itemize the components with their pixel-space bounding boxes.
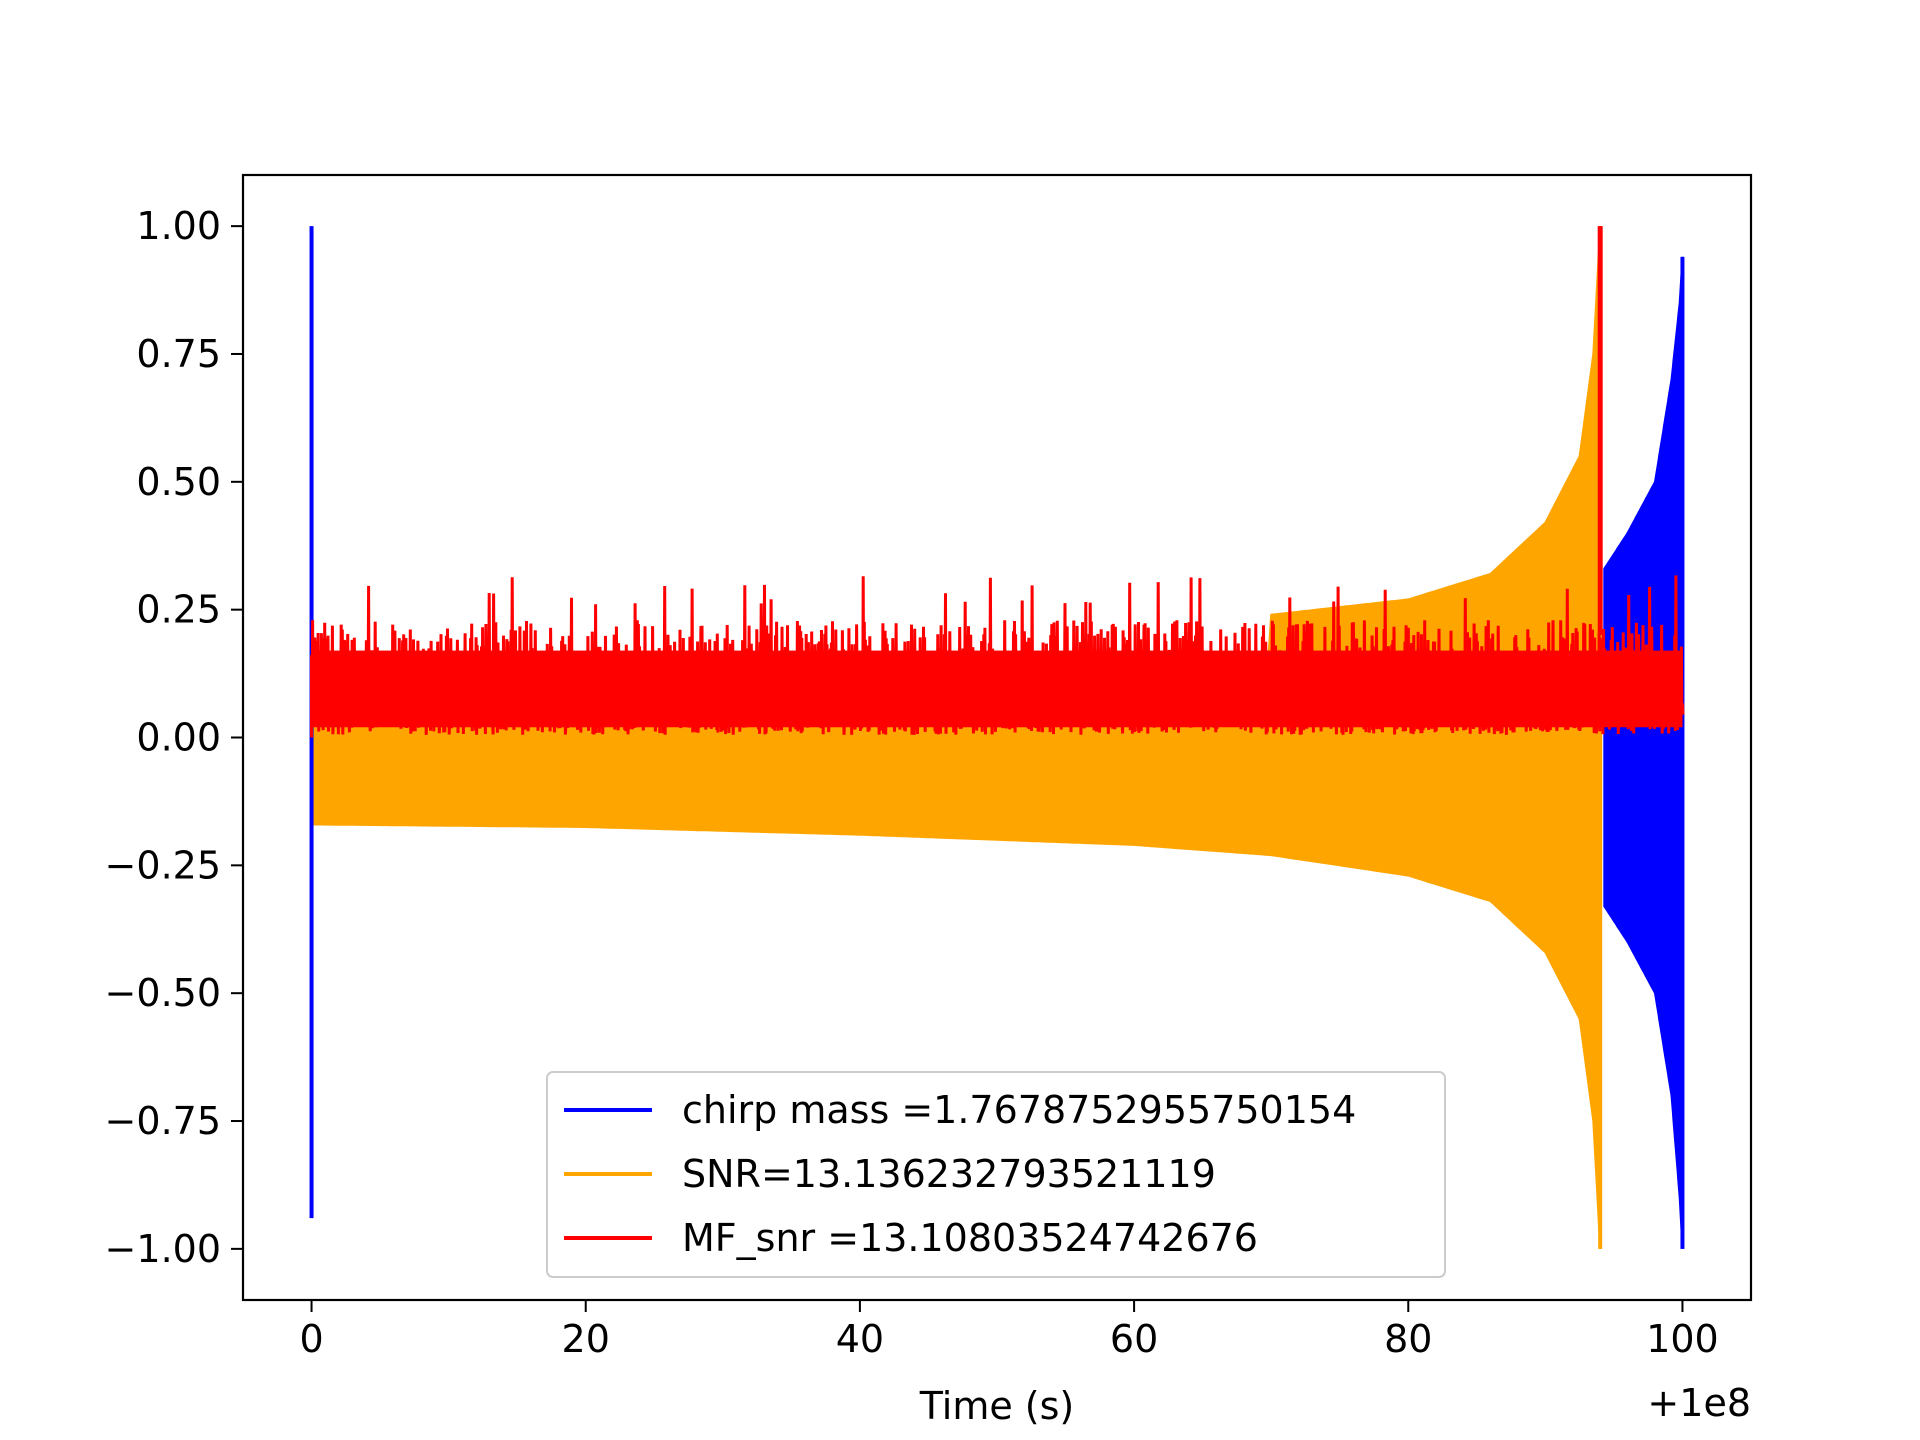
x-tick-label: 20	[562, 1317, 610, 1361]
y-tick-label: −1.00	[105, 1227, 221, 1271]
x-tick-label: 80	[1384, 1317, 1432, 1361]
x-tick-label: 60	[1110, 1317, 1158, 1361]
y-tick-label: −0.25	[105, 843, 221, 887]
y-tick-label: 0.00	[136, 716, 221, 760]
legend-box	[546, 1071, 1446, 1278]
x-axis-offset-label: +1e8	[1647, 1381, 1751, 1425]
x-tick-label: 100	[1646, 1317, 1719, 1361]
x-tick-label: 40	[836, 1317, 884, 1361]
legend-label: SNR=13.136232793521119	[682, 1152, 1216, 1196]
y-tick-label: 0.25	[136, 588, 221, 632]
series-mf-snr-band	[311, 650, 1683, 728]
y-tick-label: −0.75	[105, 1099, 221, 1143]
legend-label: chirp mass =1.7678752955750154	[682, 1088, 1356, 1132]
plot-area	[309, 226, 1685, 1249]
y-tick-label: 0.75	[136, 332, 221, 376]
y-tick-label: 0.50	[136, 460, 221, 504]
y-tick-label: 1.00	[136, 204, 221, 248]
y-tick-label: −0.50	[105, 971, 221, 1015]
x-tick-label: 0	[299, 1317, 323, 1361]
legend: chirp mass =1.7678752955750154 SNR=13.136…	[546, 1071, 1446, 1278]
x-axis-label: Time (s)	[919, 1384, 1075, 1428]
axes-ticks: 0 20 40 60 80 100 1.00 0.75 0.50 0.25 0.00 −0.25 −0.…	[105, 204, 1719, 1361]
series-chirp-fill	[1603, 256, 1684, 1249]
legend-label: MF_snr =13.10803524742676	[682, 1216, 1258, 1260]
